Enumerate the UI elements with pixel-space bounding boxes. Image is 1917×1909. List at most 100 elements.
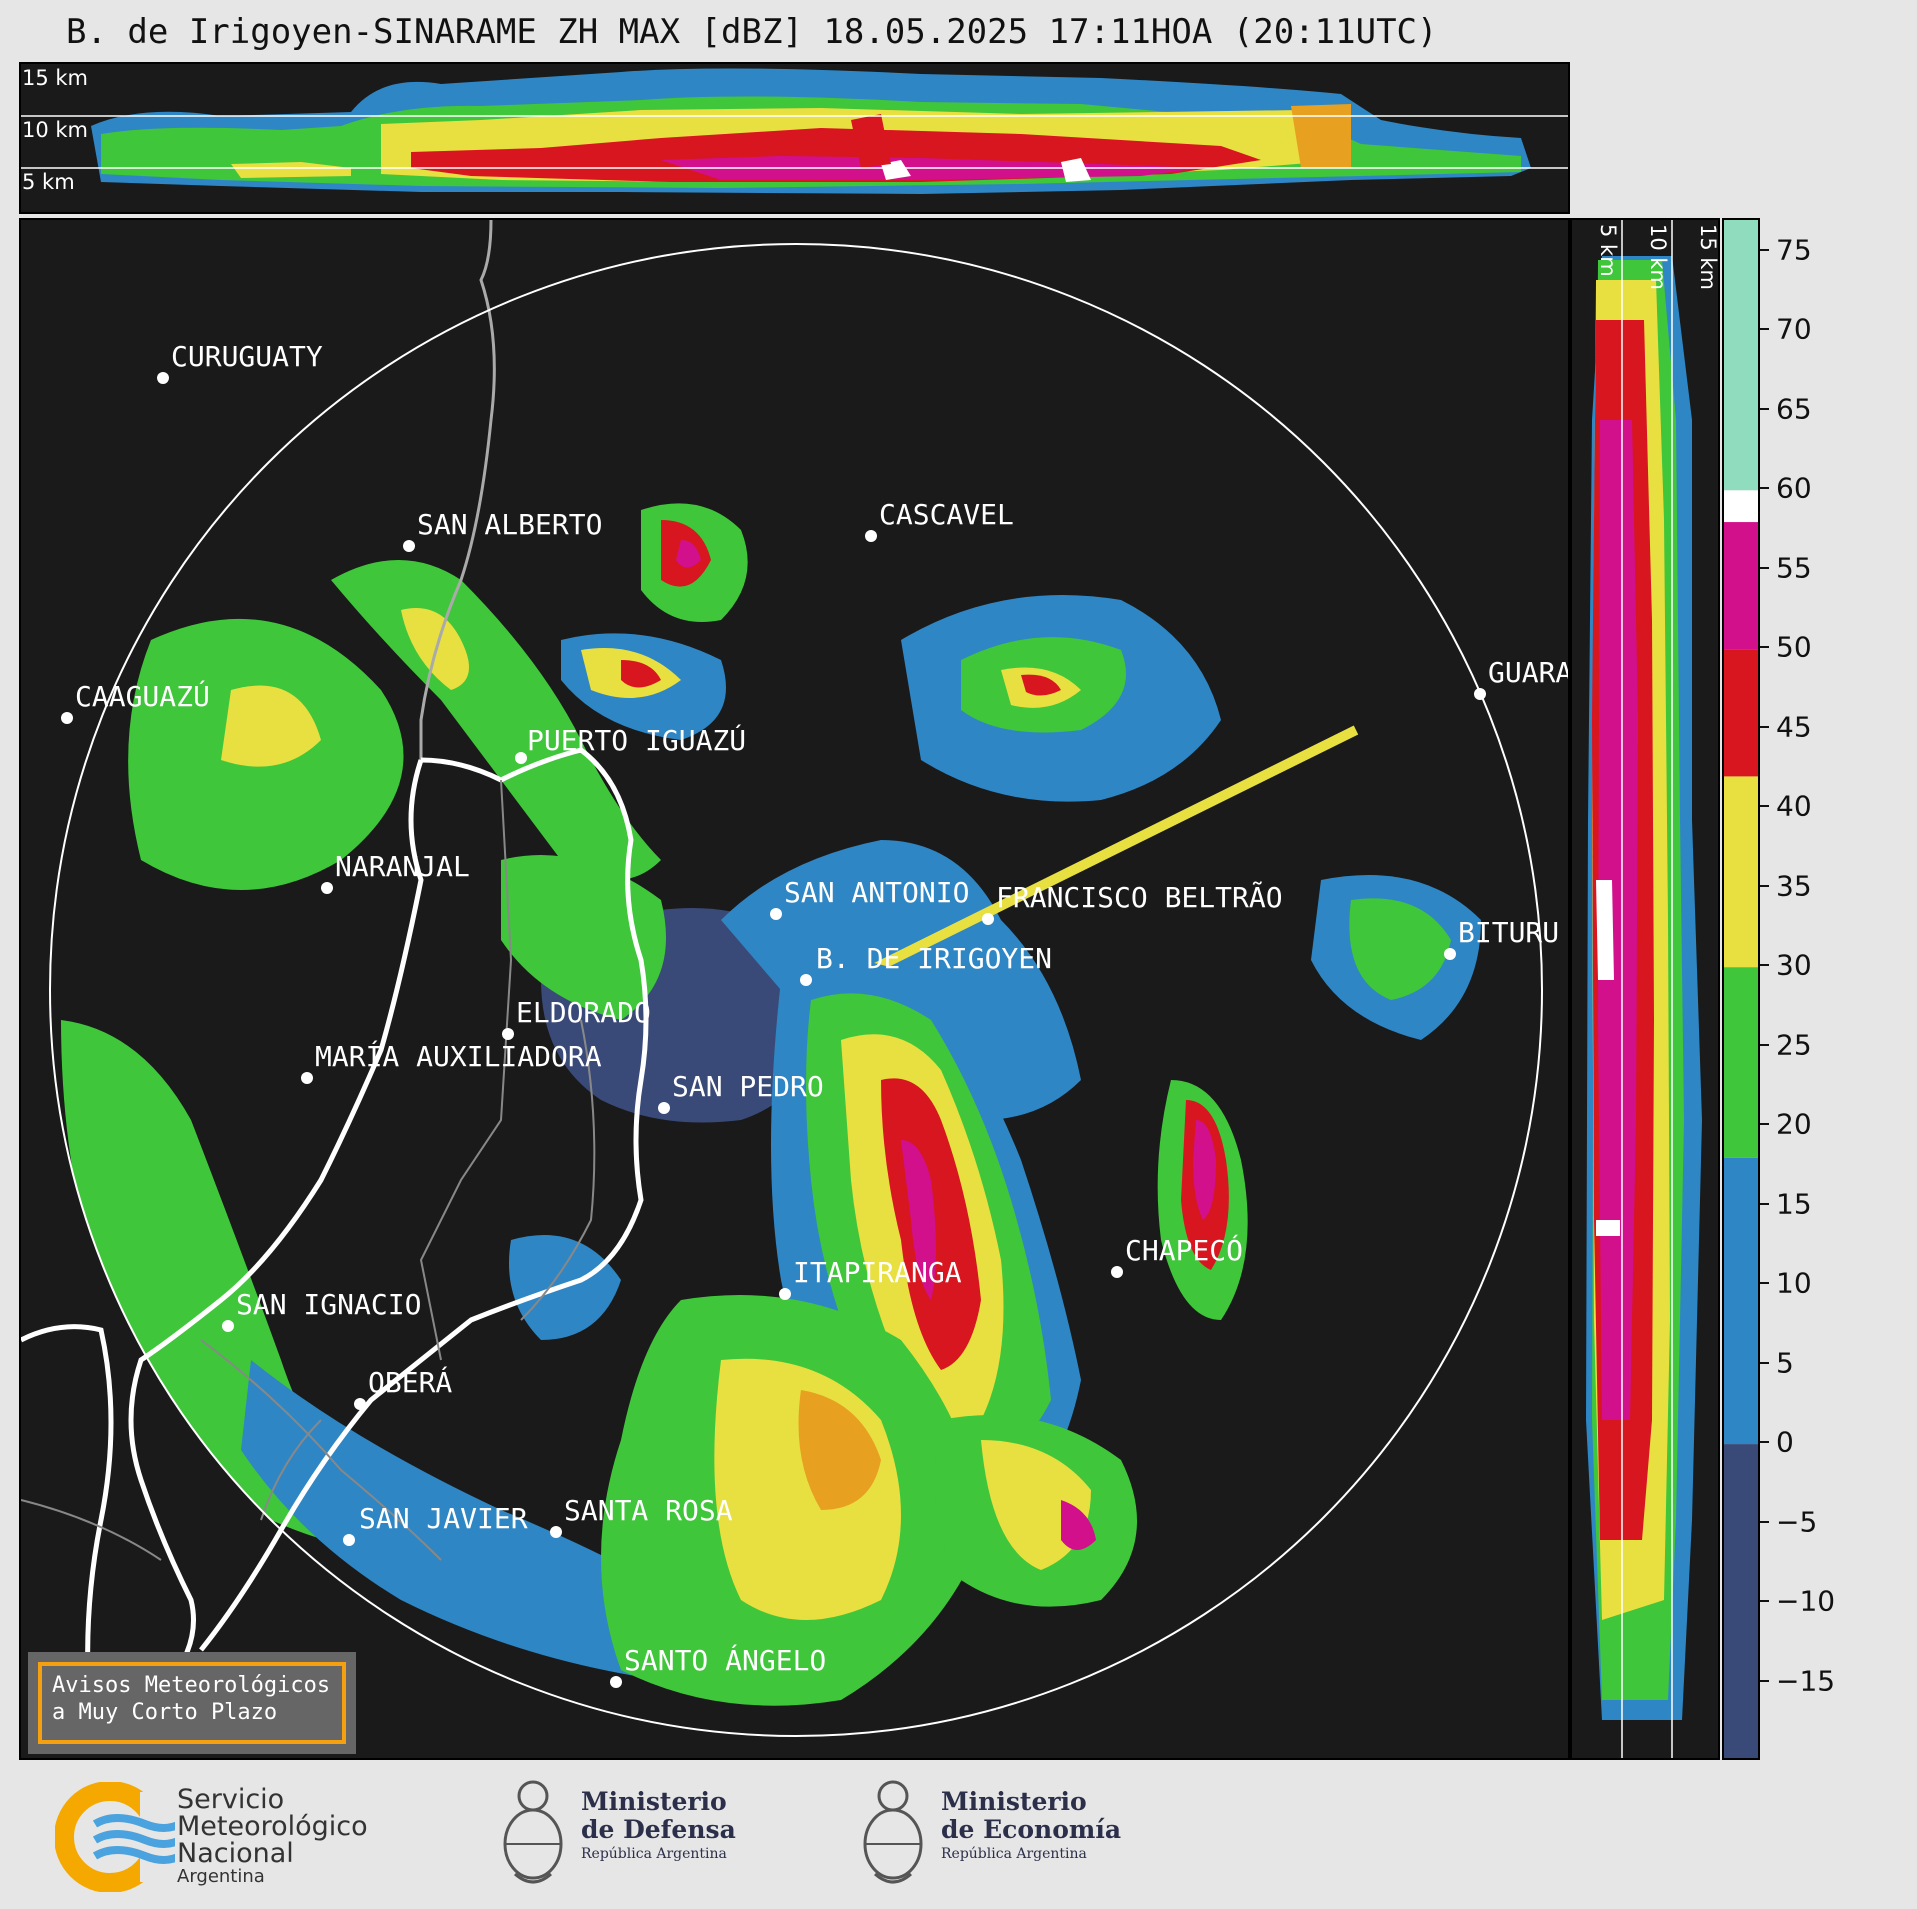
side-height-label-15: 15 km	[1696, 224, 1720, 291]
smn-line-4: Argentina	[177, 1866, 265, 1887]
colorbar-tick-label: 60	[1776, 471, 1812, 505]
city-label-santo-angelo: SANTO ÁNGELO	[624, 1644, 827, 1677]
political-borders	[21, 220, 649, 1721]
smn-line-1: Servicio	[177, 1784, 285, 1815]
top-height-label-5: 5 km	[22, 170, 75, 194]
city-label-maria-auxiliadora: MARÍA AUXILIADORA	[315, 1040, 602, 1073]
colorbar-band	[1724, 220, 1758, 491]
colorbar-tick-label: 75	[1776, 233, 1812, 267]
side-cross-section-panel: 5 km 10 km 15 km	[1570, 218, 1720, 1760]
top-cross-section-panel: 15 km 10 km 5 km	[19, 62, 1570, 214]
colorbar-tick-label: 5	[1776, 1346, 1794, 1380]
aviso-frame: Avisos Meteorológicos a Muy Corto Plazo	[38, 1662, 346, 1744]
colorbar-band	[1724, 776, 1758, 968]
smn-logo-icon	[55, 1782, 175, 1892]
city-label-chapeco: CHAPECÓ	[1125, 1234, 1244, 1267]
top-height-label-10: 10 km	[22, 118, 89, 142]
economia-line-1: Ministerio	[941, 1787, 1087, 1816]
city-label-curuguaty: CURUGUATY	[171, 340, 323, 373]
colorbar-tick	[1760, 328, 1769, 331]
city-label-san-pedro: SAN PEDRO	[672, 1070, 824, 1103]
colorbar-tick	[1760, 487, 1769, 490]
colorbar-band	[1724, 522, 1758, 650]
smn-line-3: Nacional	[177, 1838, 294, 1869]
city-markers	[61, 372, 1486, 1688]
city-label-itapiranga: ITAPIRANGA	[793, 1256, 962, 1289]
city-label-guara: GUARA	[1488, 656, 1570, 689]
colorbar-tick-label: 30	[1776, 948, 1812, 982]
colorbar-tick-label: −10	[1776, 1584, 1836, 1618]
colorbar-tick-label: 45	[1776, 710, 1812, 744]
defensa-logo: Ministerio de Defensa República Argentin…	[495, 1774, 795, 1894]
defensa-line-2: de Defensa	[581, 1815, 736, 1844]
colorbar-tick	[1760, 1123, 1769, 1126]
colorbar-tick	[1760, 1202, 1769, 1205]
colorbar-tick-label: 70	[1776, 312, 1812, 346]
top-height-label-15: 15 km	[22, 66, 89, 90]
colorbar-tick	[1760, 1679, 1769, 1682]
map-title: B. de Irigoyen-SINARAME ZH MAX [dBZ] 18.…	[66, 12, 1438, 52]
economia-line-2: de Economía	[941, 1815, 1122, 1844]
colorbar	[1722, 218, 1760, 1760]
city-label-obera: OBERÁ	[368, 1366, 453, 1399]
colorbar-tick	[1760, 1282, 1769, 1285]
city-label-cascavel: CASCAVEL	[879, 498, 1014, 531]
colorbar-tick-label: 40	[1776, 789, 1812, 823]
colorbar-tick-label: −5	[1776, 1505, 1818, 1539]
colorbar-tick	[1760, 1600, 1769, 1603]
city-label-naranjal: NARANJAL	[335, 850, 470, 883]
colorbar-band	[1724, 1157, 1758, 1445]
city-label-francisco-beltrao: FRANCISCO BELTRÃO	[996, 881, 1283, 914]
aviso-line-2: a Muy Corto Plazo	[52, 1700, 278, 1725]
defensa-line-1: Ministerio	[581, 1787, 727, 1816]
colorbar-tick-label: 25	[1776, 1028, 1812, 1062]
colorbar-band	[1724, 967, 1758, 1158]
city-label-puerto-iguazu: PUERTO IGUAZÚ	[527, 724, 747, 757]
colorbar-tick	[1760, 1361, 1769, 1364]
range-ring	[49, 243, 1543, 1737]
colorbar-tick	[1760, 646, 1769, 649]
colorbar-tick	[1760, 1520, 1769, 1523]
smn-logo: Servicio Meteorológico Nacional Argentin…	[55, 1782, 395, 1892]
top-cross-section-echoes	[21, 68, 1568, 194]
colorbar-tick-label: 10	[1776, 1266, 1812, 1300]
colorbar-tick	[1760, 566, 1769, 569]
economia-logo: Ministerio de Economía República Argenti…	[855, 1774, 1155, 1894]
colorbar-tick-label: 50	[1776, 630, 1812, 664]
aviso-box: Avisos Meteorológicos a Muy Corto Plazo	[28, 1652, 356, 1754]
escudo-icon	[503, 1780, 563, 1884]
radar-map-panel: CURUGUATY SAN ALBERTO CASCAVEL CAAGUAZÚ …	[19, 218, 1570, 1760]
side-cross-section-echoes	[1586, 220, 1702, 1758]
colorbar-tick-label: 0	[1776, 1425, 1794, 1459]
city-label-bituru: BITURU	[1458, 916, 1560, 949]
colorbar-tick-label: 20	[1776, 1107, 1812, 1141]
city-label-san-alberto: SAN ALBERTO	[417, 508, 603, 541]
city-label-san-ignacio: SAN IGNACIO	[236, 1288, 422, 1321]
economia-line-3: República Argentina	[941, 1846, 1087, 1862]
colorbar-band	[1724, 649, 1758, 777]
colorbar-tick	[1760, 884, 1769, 887]
aviso-line-1: Avisos Meteorológicos	[52, 1673, 331, 1698]
colorbar-tick-label: −15	[1776, 1664, 1836, 1697]
colorbar-tick	[1760, 1043, 1769, 1046]
colorbar-tick	[1760, 1441, 1769, 1444]
city-label-eldorado: ELDORADO	[516, 996, 651, 1029]
city-label-santa-rosa: SANTA ROSA	[564, 1494, 733, 1527]
city-label-san-javier: SAN JAVIER	[359, 1502, 528, 1535]
city-label-san-antonio: SAN ANTONIO	[784, 876, 970, 909]
colorbar-tick	[1760, 407, 1769, 410]
colorbar-band	[1724, 1444, 1758, 1758]
smn-line-2: Meteorológico	[177, 1811, 368, 1842]
colorbar-tick-label: 55	[1776, 551, 1812, 585]
radar-echoes	[61, 503, 1481, 1706]
colorbar-tick	[1760, 725, 1769, 728]
colorbar-band	[1724, 490, 1758, 523]
colorbar-tick-label: 65	[1776, 392, 1812, 426]
city-label-caaguazu: CAAGUAZÚ	[75, 680, 210, 713]
radar-map	[21, 220, 1543, 1737]
colorbar-tick	[1760, 805, 1769, 808]
city-label-b-de-irigoyen: B. DE IRIGOYEN	[816, 942, 1053, 975]
colorbar-tick	[1760, 248, 1769, 251]
escudo-icon	[863, 1780, 923, 1884]
colorbar-tick	[1760, 964, 1769, 967]
